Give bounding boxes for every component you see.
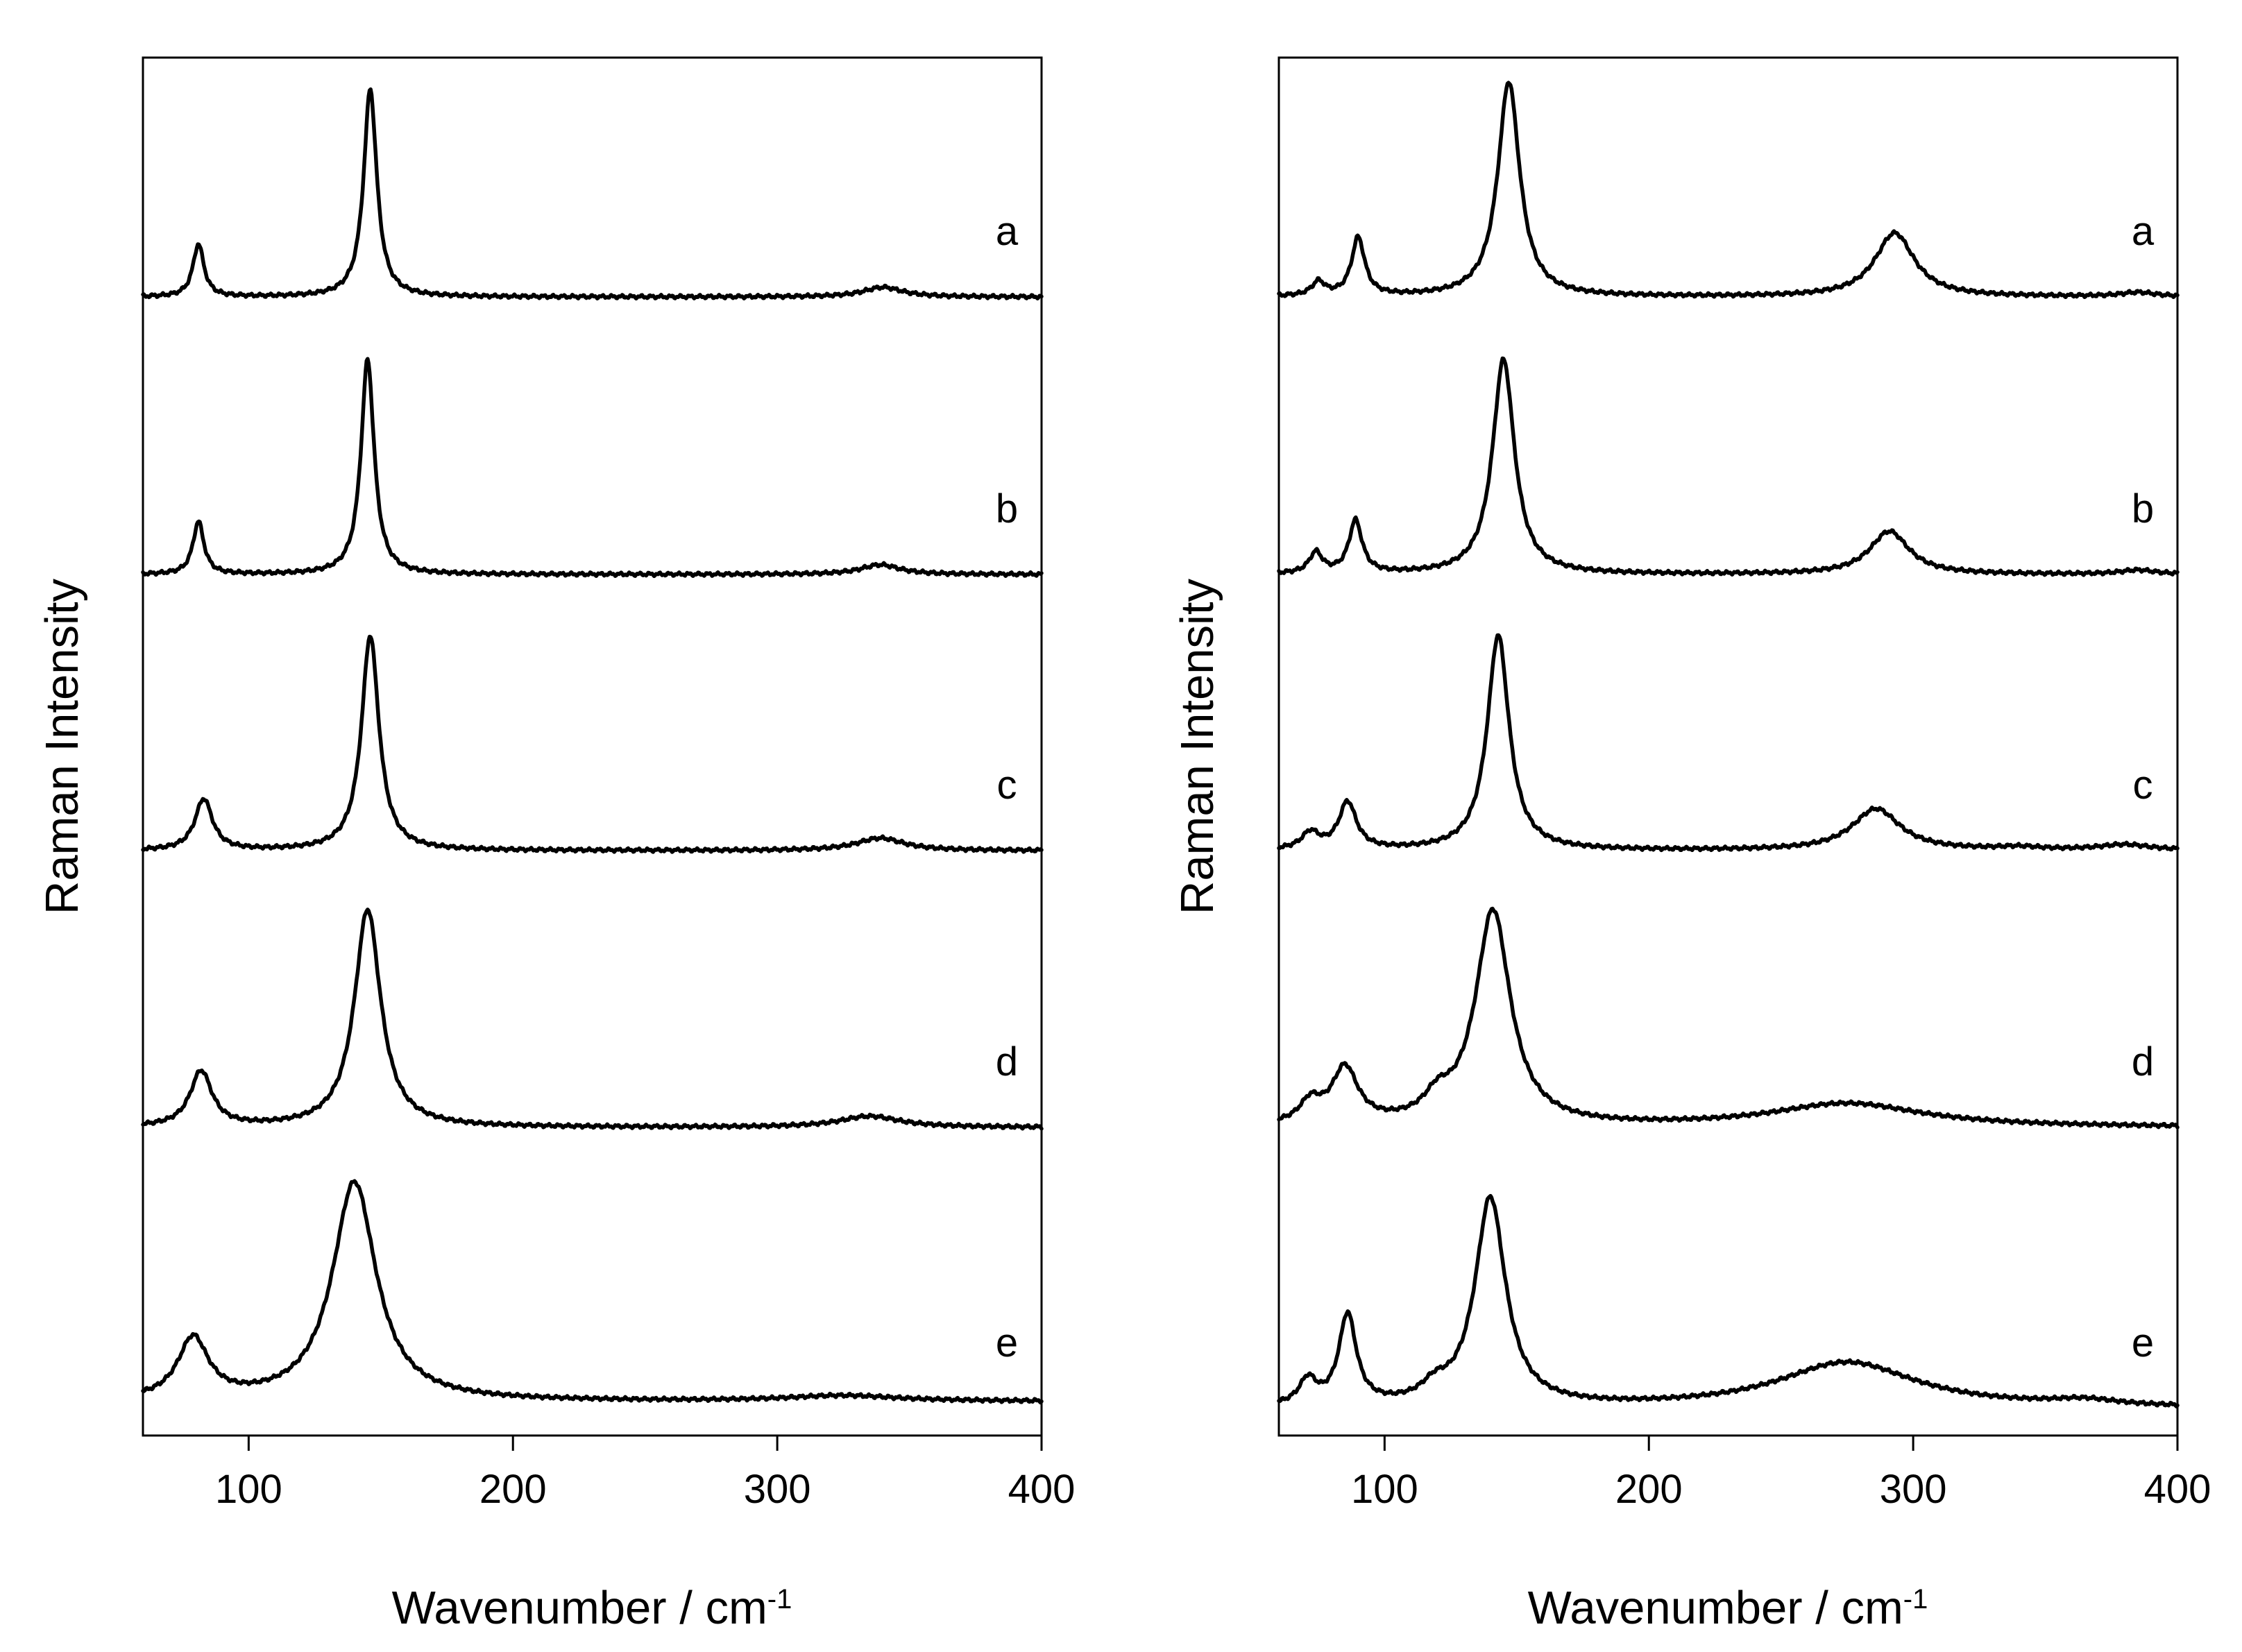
left-traces: a b c d e [141, 87, 1044, 1405]
right-trace-label-c: c [2133, 763, 2153, 808]
right-y-axis-label: Raman Intensity [1171, 578, 1223, 914]
left-trace-label-d: d [996, 1039, 1018, 1084]
right-x-tick-label-100: 100 [1351, 1467, 1418, 1512]
left-x-axis-label: Wavenumber / cm-1 [392, 1582, 792, 1634]
right-plot-frame [1277, 56, 2179, 1437]
left-x-tick-label-300: 300 [744, 1467, 811, 1512]
left-panel: 100 200 300 400 a b c d e Wavenumber / cm-1 Ram… [36, 56, 1075, 1634]
right-trace-label-e: e [2132, 1320, 2154, 1365]
right-trace-b [1277, 356, 2180, 577]
left-trace-a [141, 87, 1044, 301]
right-x-tick-label-200: 200 [1615, 1467, 1683, 1512]
left-x-tick-label-200: 200 [479, 1467, 547, 1512]
right-x-tick-label-300: 300 [1880, 1467, 1947, 1512]
left-trace-label-b: b [996, 486, 1018, 531]
right-trace-e [1277, 1193, 2180, 1408]
right-x-axis-label: Wavenumber / cm-1 [1528, 1582, 1928, 1634]
left-trace-c [141, 634, 1044, 854]
right-x-ticks: 100 200 300 400 [1351, 1436, 2211, 1512]
right-trace-d [1277, 906, 2180, 1130]
right-trace-c [1277, 633, 2180, 853]
left-x-ticks: 100 200 300 400 [215, 1436, 1075, 1512]
right-trace-a [1277, 80, 2180, 300]
right-traces: a b c d e [1277, 80, 2180, 1408]
left-trace-b [141, 357, 1044, 579]
left-trace-label-e: e [996, 1320, 1018, 1365]
right-panel: 100 200 300 400 a b c d e Wavenumber / cm-1 Ram… [1171, 56, 2211, 1634]
right-x-tick-label-400: 400 [2144, 1467, 2211, 1512]
left-x-tick-label-100: 100 [215, 1467, 282, 1512]
right-trace-label-d: d [2132, 1039, 2154, 1084]
left-plot-frame [142, 56, 1043, 1437]
left-trace-label-c: c [997, 763, 1017, 808]
right-trace-label-a: a [2132, 209, 2155, 254]
left-trace-d [141, 908, 1044, 1131]
left-trace-label-a: a [996, 209, 1019, 254]
right-trace-label-b: b [2132, 486, 2154, 531]
left-x-tick-label-400: 400 [1008, 1467, 1076, 1512]
left-y-axis-label: Raman Intensity [36, 578, 88, 914]
left-trace-e [141, 1179, 1044, 1405]
